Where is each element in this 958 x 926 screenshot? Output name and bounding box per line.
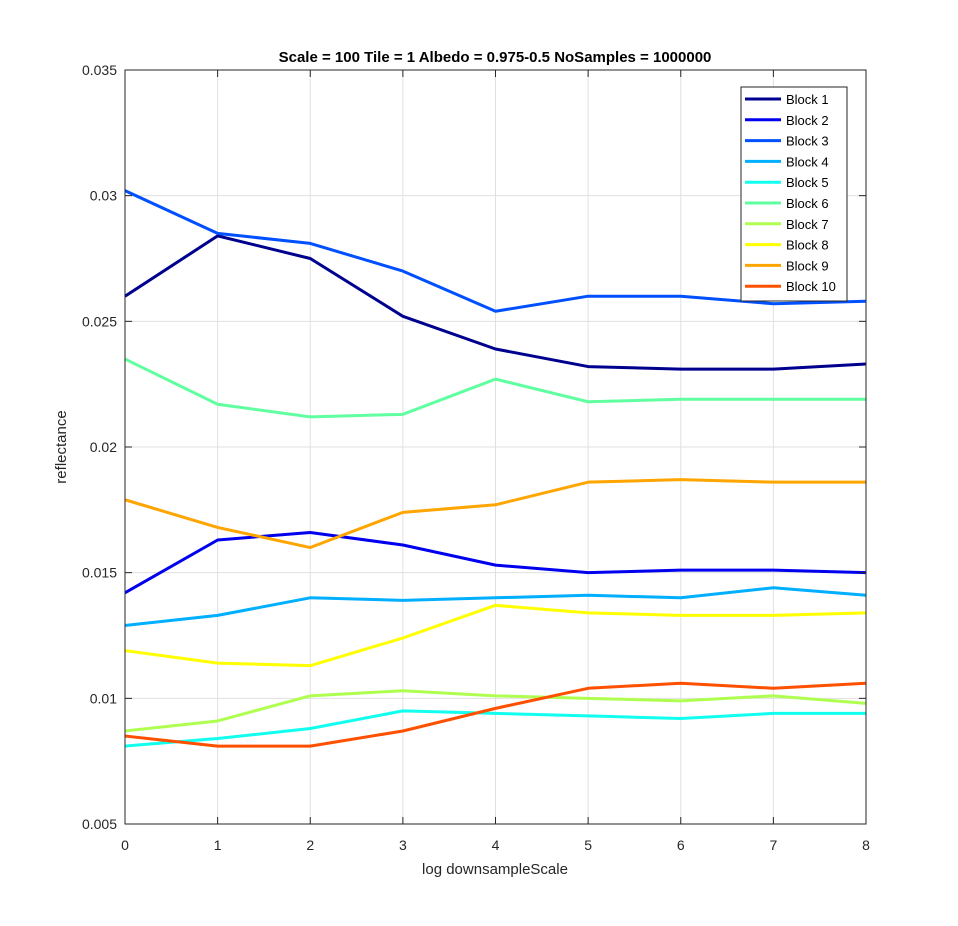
- y-axis-title: reflectance: [53, 410, 70, 483]
- y-tick-label: 0.03: [90, 188, 117, 204]
- series-line-block-4: [124, 586, 867, 627]
- series-line-block-2: [124, 530, 867, 595]
- x-axis-title: log downsampleScale: [422, 861, 568, 878]
- x-tick-label: 1: [214, 837, 222, 853]
- legend-label: Block 9: [786, 258, 829, 273]
- series-line-block-8: [124, 603, 867, 668]
- legend-label: Block 6: [786, 196, 829, 211]
- y-tick-label: 0.015: [82, 565, 117, 581]
- legend-label: Block 2: [786, 113, 829, 128]
- legend-label: Block 5: [786, 175, 829, 190]
- legend-label: Block 8: [786, 238, 829, 253]
- x-tick-label: 3: [399, 837, 407, 853]
- y-tick-label: 0.005: [82, 816, 117, 832]
- legend: Block 1 Block 2 Block 3 Block 4 Block 5 Block…: [740, 86, 848, 302]
- data-series: [124, 189, 867, 748]
- legend-label: Block 3: [786, 134, 829, 149]
- y-tick-label: 0.035: [82, 62, 117, 78]
- y-tick-label: 0.01: [90, 690, 117, 706]
- series-line-block-5: [124, 709, 866, 748]
- series-line-block-10: [124, 681, 867, 748]
- series-line-block-9: [124, 478, 866, 550]
- axis-ticks: 0 1 2 3 4 5 6 7 8 0.005 0.01 0.015 0.02 0.025 0.03 0.03…: [82, 62, 870, 853]
- legend-label: Block 10: [786, 279, 836, 294]
- x-tick-label: 4: [492, 837, 500, 853]
- legend-label: Block 7: [786, 217, 829, 232]
- x-tick-label: 6: [677, 837, 685, 853]
- x-tick-label: 0: [121, 837, 129, 853]
- x-tick-label: 2: [306, 837, 314, 853]
- series-line-block-7: [124, 689, 867, 733]
- y-tick-label: 0.02: [90, 439, 117, 455]
- chart-title: Scale = 100 Tile = 1 Albedo = 0.975-0.5 …: [279, 49, 712, 66]
- legend-label: Block 1: [786, 92, 829, 107]
- x-tick-label: 8: [862, 837, 870, 853]
- x-tick-label: 5: [584, 837, 592, 853]
- x-tick-label: 7: [769, 837, 777, 853]
- legend-label: Block 4: [786, 154, 829, 169]
- series-line-block-1: [124, 234, 867, 371]
- y-tick-label: 0.025: [82, 313, 117, 329]
- series-line-block-6: [124, 357, 866, 419]
